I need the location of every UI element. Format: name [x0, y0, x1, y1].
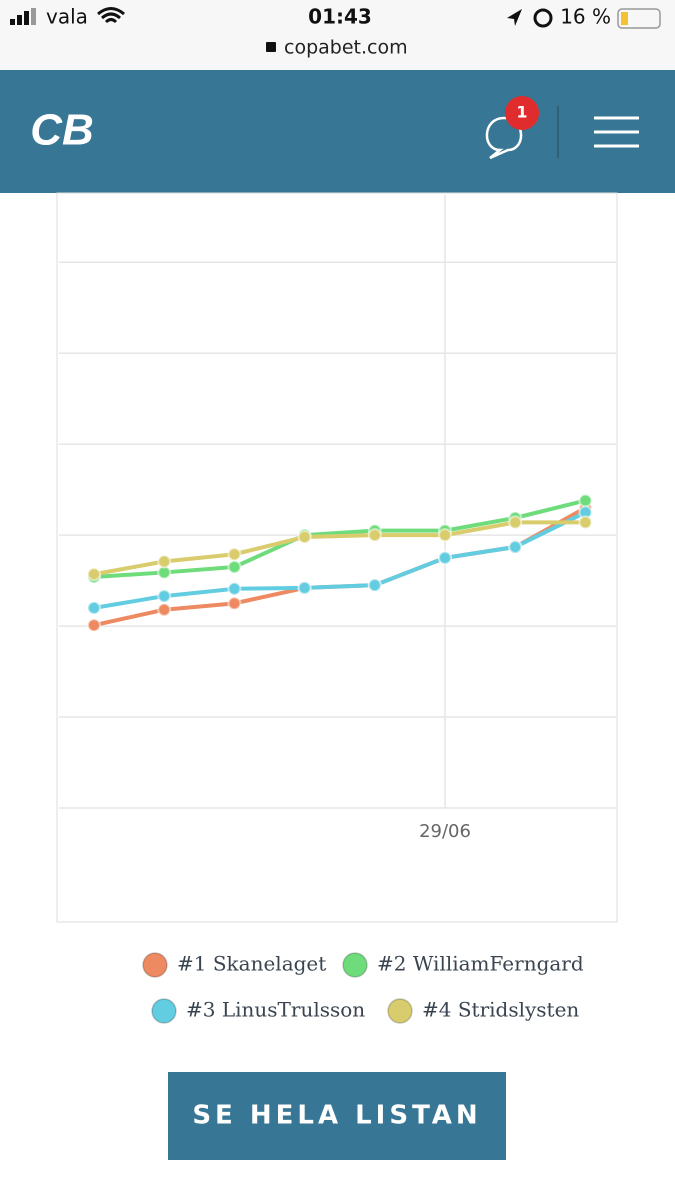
badge-count: 1 — [516, 103, 527, 122]
button[interactable] — [168, 1072, 506, 1160]
point — [438, 550, 452, 565]
signal-icon — [10, 8, 36, 25]
status-bar — [0, 0, 675, 70]
legend-swatch — [142, 952, 168, 978]
point — [508, 515, 523, 530]
series-line — [93, 498, 586, 579]
point — [227, 559, 242, 574]
legend-label: #2 WilliamFerngard — [377, 952, 584, 976]
point — [227, 596, 242, 611]
carrier: vala — [46, 5, 88, 29]
point — [157, 554, 172, 569]
button-label[interactable]: SE HELA LISTAN — [192, 1101, 481, 1131]
menu-icon[interactable] — [594, 116, 639, 148]
chart-frame — [56, 192, 618, 923]
legend-label: #1 Skanelaget — [177, 952, 326, 976]
url[interactable]: copabet.com — [284, 37, 408, 59]
point — [87, 600, 101, 615]
point — [227, 581, 242, 596]
point — [87, 567, 101, 582]
alarm-icon — [533, 8, 553, 28]
point — [367, 578, 382, 593]
legend-label: #3 LinusTrulsson — [186, 998, 365, 1022]
header — [0, 70, 675, 193]
lock-icon — [266, 42, 276, 52]
point — [438, 528, 452, 543]
legend-swatch — [151, 998, 177, 1024]
wifi-icon — [97, 7, 125, 24]
point — [157, 589, 172, 604]
series-line — [93, 520, 586, 577]
point — [508, 539, 523, 554]
badge — [505, 96, 539, 130]
battery-icon — [617, 8, 661, 29]
battery-level — [621, 12, 628, 25]
point — [367, 528, 382, 543]
point — [87, 618, 101, 633]
clock: 01:43 — [308, 5, 372, 29]
point — [297, 529, 312, 544]
location-icon — [507, 9, 522, 26]
point — [578, 515, 593, 530]
legend-swatch — [387, 998, 413, 1024]
point — [157, 602, 172, 617]
point — [227, 547, 242, 562]
point — [578, 493, 593, 508]
battery-text: 16 % — [560, 5, 611, 29]
logo[interactable]: CB — [30, 106, 94, 155]
x-tick-label: 29/06 — [419, 821, 471, 842]
series-line — [93, 510, 587, 610]
point — [297, 580, 312, 595]
legend-swatch — [342, 952, 368, 978]
legend-label: #4 Stridslysten — [422, 998, 579, 1022]
